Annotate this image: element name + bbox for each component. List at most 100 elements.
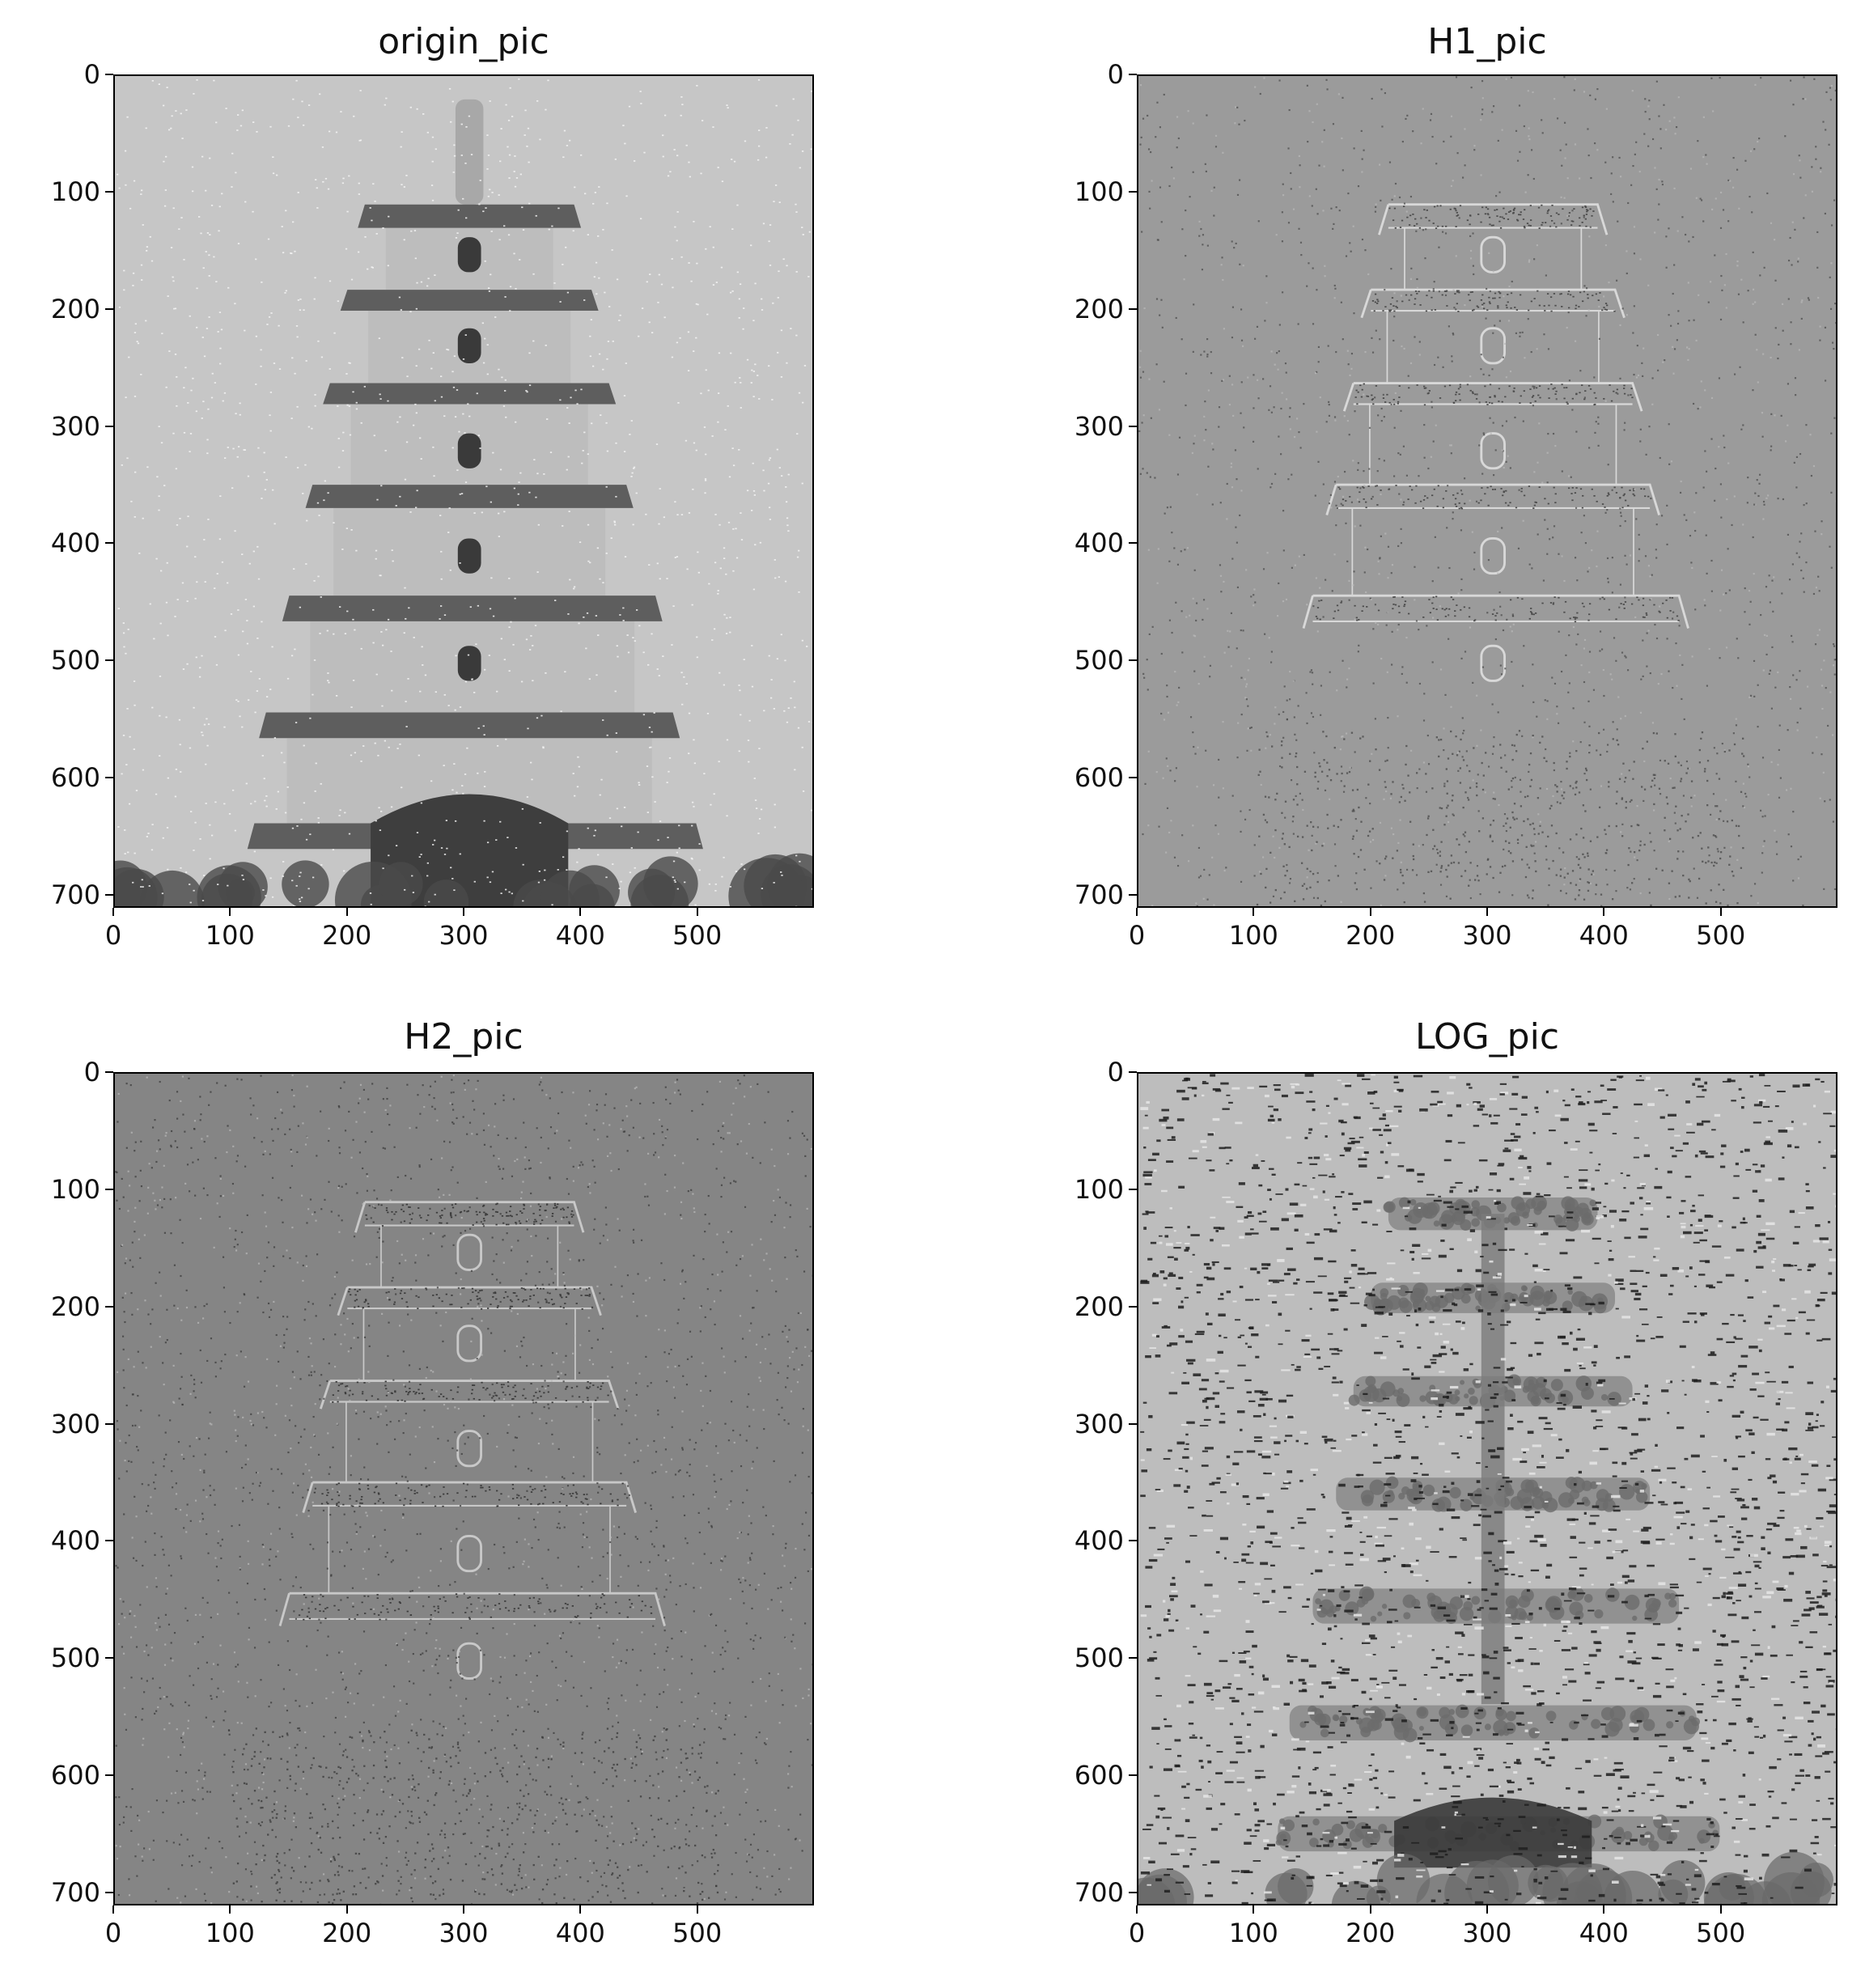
edge-speck xyxy=(1579,392,1581,394)
edge-speck xyxy=(1606,304,1609,307)
edge-speck xyxy=(430,1388,433,1391)
x-tick-mark xyxy=(1253,908,1255,916)
edge-speck xyxy=(1480,499,1482,502)
edge-speck xyxy=(1587,210,1589,211)
edge-speck xyxy=(1497,305,1499,307)
y-tick-mark xyxy=(105,1657,113,1659)
edge-speck xyxy=(1526,223,1529,224)
edge-speck xyxy=(422,1502,424,1503)
edge-speck xyxy=(1631,396,1634,399)
y-tick-label: 400 xyxy=(50,528,100,559)
x-tick-mark xyxy=(1719,1905,1722,1914)
edge-speck xyxy=(1665,600,1668,601)
edge-speck xyxy=(1520,214,1522,216)
tower-window xyxy=(457,328,481,363)
edge-speck xyxy=(384,1384,387,1387)
edge-speck xyxy=(1530,608,1532,609)
edge-speck xyxy=(377,1492,380,1494)
edge-speck xyxy=(1643,617,1646,618)
edge-speck xyxy=(1589,388,1592,390)
edge-speck xyxy=(1456,604,1458,606)
edge-speck xyxy=(1564,600,1567,603)
edge-speck xyxy=(1461,493,1464,495)
edge-speck xyxy=(1616,388,1619,391)
edge-speck xyxy=(324,1608,327,1610)
edge-speck xyxy=(430,1618,432,1621)
edge-speck xyxy=(1604,303,1608,304)
y-tick-label: 300 xyxy=(50,1408,100,1439)
edge-speck xyxy=(1320,600,1323,601)
window-edge xyxy=(1480,644,1506,682)
edge-speck xyxy=(1442,498,1445,500)
edge-speck xyxy=(485,1213,487,1214)
edge-speck xyxy=(1466,384,1469,386)
y-tick-mark xyxy=(1129,425,1137,427)
edge-speck xyxy=(476,1221,478,1223)
edge-speck xyxy=(1357,391,1359,393)
edge-speck xyxy=(640,1609,643,1612)
x-tick-label: 400 xyxy=(555,1918,605,1948)
edge-speck xyxy=(490,1616,493,1618)
edge-speck xyxy=(312,1596,314,1598)
edge-speck xyxy=(432,1295,434,1296)
edge-speck xyxy=(393,1301,396,1303)
edge-speck xyxy=(358,1488,361,1490)
edge-speck xyxy=(523,1203,525,1206)
edge-speck xyxy=(515,1214,518,1216)
edge-speck xyxy=(1370,498,1373,500)
edge-speck xyxy=(1592,210,1595,212)
edge-speck xyxy=(575,1496,578,1498)
edge-speck xyxy=(592,1384,595,1386)
edge-speck xyxy=(498,1603,501,1604)
edge-speck xyxy=(404,1498,406,1500)
edge-speck xyxy=(1585,214,1588,215)
edge-speck xyxy=(581,1308,583,1310)
edge-speck xyxy=(548,1609,551,1611)
edge-speck xyxy=(542,1503,545,1505)
foliage xyxy=(728,858,805,906)
edge-speck xyxy=(1466,219,1469,222)
y-tick-mark xyxy=(105,74,113,75)
edge-speck xyxy=(451,1206,455,1209)
edge-speck xyxy=(1441,225,1444,227)
edge-speck xyxy=(1333,610,1336,613)
x-tick-mark xyxy=(1369,908,1371,916)
edge-speck xyxy=(1630,388,1633,390)
edge-speck xyxy=(385,1207,388,1209)
edge-speck xyxy=(403,1220,406,1223)
edge-speck xyxy=(587,1381,589,1383)
edge-speck xyxy=(1394,604,1397,606)
edge-line xyxy=(278,1592,666,1626)
edge-speck xyxy=(1624,499,1627,502)
edge-speck xyxy=(502,1222,505,1224)
edge-speck xyxy=(492,1295,494,1298)
edge-speck xyxy=(1579,217,1581,219)
edge-speck xyxy=(380,1204,383,1206)
edge-speck xyxy=(1468,294,1470,296)
y-tick-label: 100 xyxy=(1074,176,1124,207)
edge-speck xyxy=(344,1392,347,1395)
edge-speck xyxy=(1443,290,1447,292)
edge-speck xyxy=(403,1504,405,1507)
edge-line xyxy=(1360,288,1626,319)
x-tick-label: 200 xyxy=(1346,1918,1396,1948)
edge-speck xyxy=(1393,310,1396,312)
edge-speck xyxy=(1567,290,1570,292)
edge-speck xyxy=(441,1210,443,1211)
edge-speck xyxy=(1336,604,1339,607)
edge-speck xyxy=(1456,303,1459,305)
edge-speck xyxy=(1492,224,1494,227)
edge-speck xyxy=(320,1503,324,1505)
edge-speck xyxy=(1476,305,1478,307)
x-tick-mark xyxy=(1603,1905,1605,1914)
edge-speck xyxy=(1548,304,1550,307)
edge-speck xyxy=(358,1482,361,1485)
edge-speck xyxy=(365,1399,368,1401)
edge-speck xyxy=(1575,617,1579,619)
edge-speck xyxy=(1401,219,1404,222)
edge-speck xyxy=(468,1596,471,1598)
edge-speck xyxy=(1485,401,1488,403)
edge-speck xyxy=(1507,211,1511,213)
edge-speck xyxy=(1583,605,1585,608)
edge-speck xyxy=(504,1291,507,1293)
